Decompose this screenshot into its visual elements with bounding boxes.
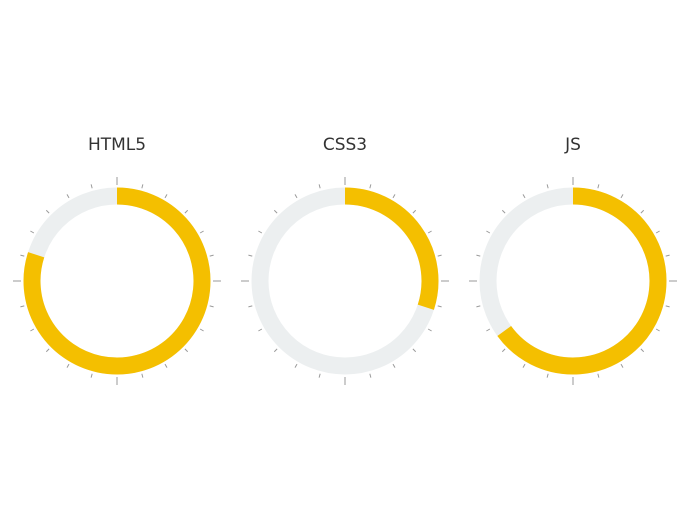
gauge-tick [412,348,417,353]
gauge-tick [437,305,442,308]
gauge-tick [199,230,204,234]
gauge-tick [199,328,204,332]
gauge-tick [30,328,35,332]
gauge-tick [597,184,600,189]
gauge-tick [486,328,491,332]
gauge-tick [294,194,298,199]
gauge-tick [258,328,263,332]
gauge-title-html5: HTML5 [87,135,147,155]
gauge-tick [184,209,189,214]
gauge-tick [476,305,481,308]
gauge-tick [258,230,263,234]
gauge-tick [546,184,549,189]
gauge-tick [620,194,624,199]
gauge-tick [209,254,214,257]
gauge-tick [392,363,396,368]
gauge-html5 [13,177,221,385]
gauge-tick [294,363,298,368]
gauge-tick [184,348,189,353]
gauge-tick [501,348,506,353]
gauge-tick [164,363,168,368]
gauge-tick [640,348,645,353]
gauge-value-arc-js [497,187,667,375]
gauge-tick [412,209,417,214]
gauge-js [469,177,677,385]
gauge-tick [141,373,144,378]
gauge-tick [369,184,372,189]
gauge-tick [392,194,396,199]
gauge-tick [597,373,600,378]
gauge-tick [665,305,670,308]
gauge-tick [90,373,93,378]
gauge-title-css3: CSS3 [322,135,368,155]
gauge-tick [30,230,35,234]
gauge-tick [665,254,670,257]
gauge-tick [141,184,144,189]
gauge-tick [273,209,278,214]
gauge-tick [546,373,549,378]
gauge-tick [45,209,50,214]
gauge-tick [66,363,70,368]
gauge-tick [209,305,214,308]
gauge-tick [20,305,25,308]
gauge-tick [655,230,660,234]
gauge-css3 [241,177,449,385]
gauge-tick [427,328,432,332]
gauge-tick [318,184,321,189]
gauge-tick [522,194,526,199]
gauge-tick [640,209,645,214]
gauge-tick [273,348,278,353]
gauge-tick [45,348,50,353]
gauge-tick [522,363,526,368]
gauge-value-arc-css3 [344,187,439,310]
gauge-tick [620,363,624,368]
gauge-tick [248,254,253,257]
gauge-value-arc-html5 [23,187,211,375]
gauge-tick [90,184,93,189]
gauge-tick [427,230,432,234]
gauge-tick [164,194,168,199]
gauge-tick [476,254,481,257]
gauge-tick [655,328,660,332]
gauge-tick [318,373,321,378]
gauge-tick [501,209,506,214]
gauge-tick [66,194,70,199]
gauge-tick [437,254,442,257]
gauge-tick [486,230,491,234]
gauge-tick [248,305,253,308]
gauge-tick [20,254,25,257]
gauge-title-js: JS [565,135,581,155]
gauge-tick [369,373,372,378]
